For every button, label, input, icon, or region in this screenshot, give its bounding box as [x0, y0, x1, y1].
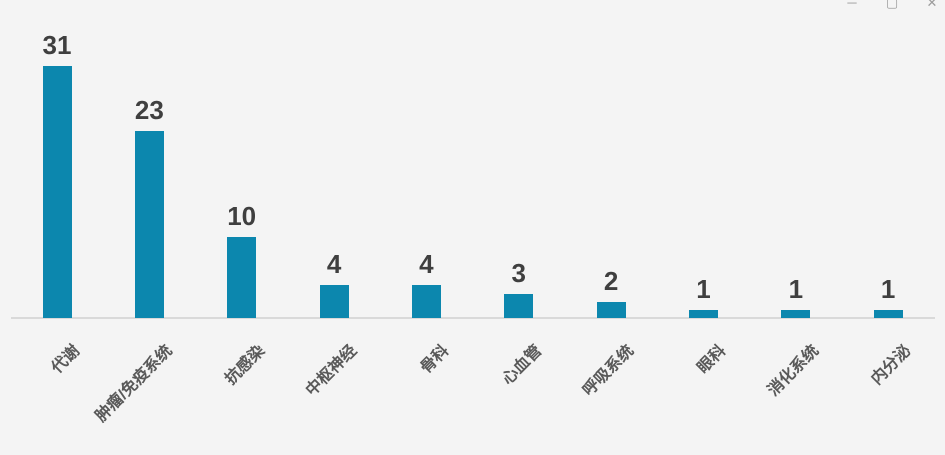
bar-value-label: 2 — [603, 266, 619, 296]
bar-value-label: 23 — [134, 95, 164, 125]
bar-value-label: 1 — [696, 274, 711, 304]
bar — [504, 294, 534, 318]
category-label: 代谢 — [48, 342, 84, 377]
category-label: 骨科 — [418, 342, 453, 377]
bar — [319, 285, 349, 318]
bar-value-label: 1 — [788, 274, 804, 304]
category-label: 抗感染 — [221, 342, 268, 389]
category-label: 内分泌 — [868, 342, 915, 389]
bar — [411, 285, 441, 318]
maximize-button[interactable]: ▢ — [885, 0, 899, 10]
category-label: 心血管 — [499, 342, 546, 389]
category-label: 肿瘤/免疫系统 — [92, 342, 176, 426]
bar — [134, 131, 164, 318]
category-label: 呼吸系统 — [580, 342, 638, 400]
bar — [688, 310, 718, 318]
bar-value-label: 1 — [880, 274, 896, 304]
bar — [227, 237, 257, 318]
bar-value-label: 4 — [326, 249, 342, 279]
x-axis-line — [11, 317, 935, 319]
bar — [596, 302, 626, 318]
bar-value-label: 3 — [511, 258, 526, 288]
window-controls: ─ ▢ ✕ — [843, 0, 941, 12]
category-label: 中枢神经 — [303, 342, 361, 400]
bar-value-label: 31 — [42, 30, 72, 60]
category-label: 眼科 — [695, 342, 730, 377]
minimize-button[interactable]: ─ — [847, 0, 857, 10]
close-button[interactable]: ✕ — [926, 0, 938, 10]
bar — [781, 310, 811, 318]
bar-value-label: 10 — [227, 201, 257, 231]
category-label: 消化系统 — [764, 342, 823, 400]
bar-value-label: 4 — [419, 249, 434, 279]
bar — [42, 66, 72, 318]
bar — [873, 310, 903, 318]
